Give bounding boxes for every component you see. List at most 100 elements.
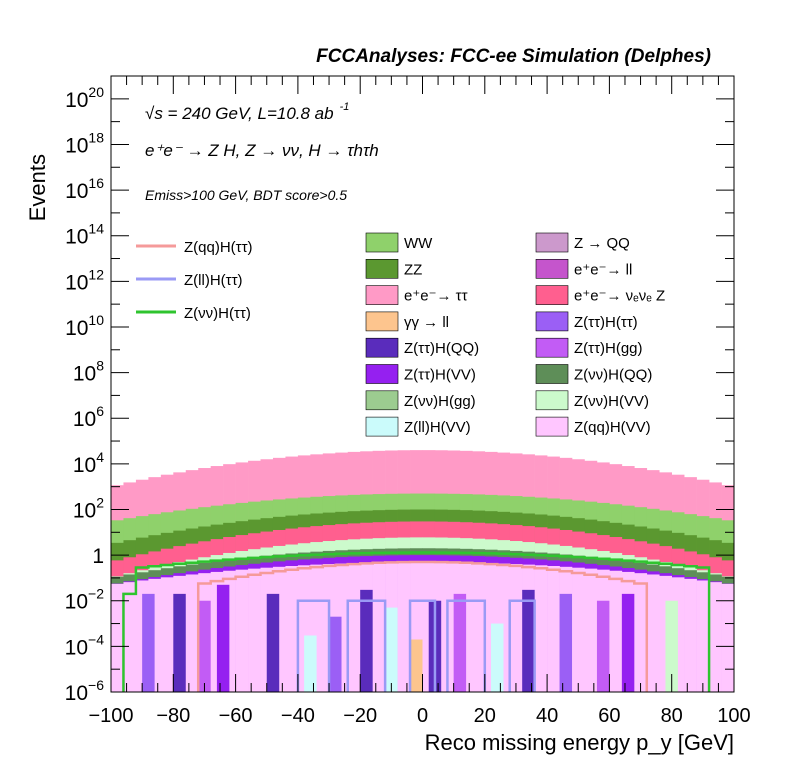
y-tick-exponent: 20 xyxy=(88,84,104,100)
x-tick-label: 20 xyxy=(474,705,496,727)
legend-fill-label: e⁺e⁻→ ll xyxy=(574,261,632,278)
legend-fill-swatch xyxy=(535,416,569,437)
legend-fill-swatch xyxy=(365,416,399,437)
legend-fill-label: Z(ττ)H(gg) xyxy=(574,340,643,357)
stack-bar xyxy=(160,577,174,692)
legend-fill-swatch xyxy=(535,390,569,411)
y-tick-exponent: 14 xyxy=(88,221,104,237)
sparse-bar xyxy=(596,600,610,692)
y-tick-label: 1016 xyxy=(65,175,104,203)
stack-bar xyxy=(347,563,361,692)
legend-fill-label: e⁺e⁻→ ττ xyxy=(404,288,468,305)
legend-line-label: Z(ll)H(ττ) xyxy=(184,272,243,289)
y-tick-label: 106 xyxy=(73,403,104,431)
legend-fill-label: Z(ττ)H(QQ) xyxy=(404,340,479,357)
y-tick-label: 10−2 xyxy=(65,586,105,614)
y-tick-exponent: 2 xyxy=(96,494,104,510)
sparse-bar xyxy=(173,593,186,692)
legend-fill-label: Z(νν)H(gg) xyxy=(404,393,476,410)
y-tick-base: 10 xyxy=(65,134,88,157)
stack-bar xyxy=(534,565,548,692)
x-tick-label: −60 xyxy=(219,705,253,727)
stack-bar xyxy=(721,583,735,692)
line-zqq-htt xyxy=(196,560,649,693)
y-tick-exponent: −6 xyxy=(88,677,104,693)
y-tick-exponent: 8 xyxy=(96,358,104,374)
y-ticks: 10−610−410−21102104106108101010121014101… xyxy=(65,75,734,705)
annotation-energy-lumi: √s = 240 GeV, L=10.8 ab -1 xyxy=(145,101,349,123)
sparse-bar xyxy=(142,593,155,692)
y-tick-exponent: 6 xyxy=(96,403,104,419)
legend-fill-swatch xyxy=(365,258,399,279)
y-tick-label: 10−4 xyxy=(65,631,105,659)
legend-fill-label: ZZ xyxy=(404,261,422,278)
legend-fill-swatch xyxy=(365,337,399,358)
x-tick-label: 60 xyxy=(598,705,620,727)
y-tick-label: 1010 xyxy=(65,312,104,340)
legend-fill-label: Z(ττ)H(VV) xyxy=(404,367,476,384)
sparse-bar xyxy=(453,593,467,692)
y-tick-base: 10 xyxy=(65,317,88,340)
y-tick-label: 1018 xyxy=(65,129,104,157)
y-tick-base: 10 xyxy=(73,499,96,522)
y-tick-label: 10−6 xyxy=(65,677,105,705)
legend-fill-swatch xyxy=(535,337,569,358)
legend-fill-swatch xyxy=(365,390,399,411)
legend-fill-label: Z(ll)H(VV) xyxy=(404,419,471,436)
x-axis-label: Reco missing energy p_y [GeV] xyxy=(425,730,734,755)
legend-fill-label: Z → QQ xyxy=(574,235,630,252)
stack-bar xyxy=(285,566,299,692)
legend-fill-swatch xyxy=(535,311,569,332)
y-tick-exponent: 12 xyxy=(88,266,104,282)
sparse-bar xyxy=(385,607,398,692)
y-tick-label: 1020 xyxy=(65,84,104,112)
legend-fill-label: Z(ττ)H(ττ) xyxy=(574,314,638,331)
x-tick-label: 100 xyxy=(717,705,750,727)
y-tick-exponent: −2 xyxy=(88,586,104,602)
x-tick-label: −40 xyxy=(281,705,315,727)
legend-fill-swatch xyxy=(535,285,569,305)
x-tick-label: −100 xyxy=(88,705,133,727)
sparse-bar xyxy=(491,623,504,692)
stack-bar xyxy=(634,573,648,692)
legend-fill-label: e⁺e⁻→ νₑνₑ Z xyxy=(574,288,665,305)
y-tick-exponent: 16 xyxy=(88,175,104,191)
axes: −100 −80 −60 −40 −20 0 20 40 60 80 10010−610−410−2… xyxy=(65,75,751,727)
legend: Z(qq)H(ττ) Z(ll)H(ττ) Z(νν)H(ττ) WW Z → QQ ZZ… xyxy=(136,232,665,437)
y-tick-label: 102 xyxy=(73,494,104,522)
stack-bar xyxy=(509,564,523,692)
y-tick-exponent: 4 xyxy=(96,449,104,465)
y-tick-base: 10 xyxy=(65,636,88,659)
y-tick-label: 1014 xyxy=(65,221,104,249)
legend-line-label: Z(νν)H(ττ) xyxy=(184,305,251,322)
legend-fill-label: WW xyxy=(404,235,433,252)
stack-bar xyxy=(572,567,585,692)
y-axis-label: Events xyxy=(25,154,50,221)
legend-fill-swatch xyxy=(535,232,569,253)
stack-bar xyxy=(123,582,137,692)
stack-bar xyxy=(185,574,199,692)
y-tick-label: 1012 xyxy=(65,266,104,294)
sparse-bar xyxy=(522,589,535,692)
y-tick-exponent: −4 xyxy=(88,631,104,647)
sparse-bar xyxy=(621,593,635,692)
sparse-bar xyxy=(559,593,573,692)
x-tick-label: 80 xyxy=(661,705,683,727)
y-tick-base: 10 xyxy=(73,408,96,431)
y-tick-exponent: 18 xyxy=(88,129,104,145)
stack-bar xyxy=(397,562,411,692)
sparse-bar xyxy=(410,639,423,692)
legend-fill-label: Z(νν)H(VV) xyxy=(574,393,649,410)
legend-fill-label: Z(qq)H(VV) xyxy=(574,419,651,436)
y-tick-base: 10 xyxy=(65,271,88,294)
annotation-selection: Emiss>100 GeV, BDT score>0.5 xyxy=(145,187,347,203)
legend-fill-swatch xyxy=(365,311,399,332)
line-zll-htt xyxy=(296,599,536,692)
signal-lines xyxy=(122,551,711,693)
chart-header: FCCAnalyses: FCC-ee Simulation (Delphes) xyxy=(316,46,711,67)
stack-bar xyxy=(609,570,623,692)
sparse-bar xyxy=(665,600,678,692)
y-tick-base: 10 xyxy=(65,180,88,203)
y-tick-base: 10 xyxy=(65,591,88,614)
